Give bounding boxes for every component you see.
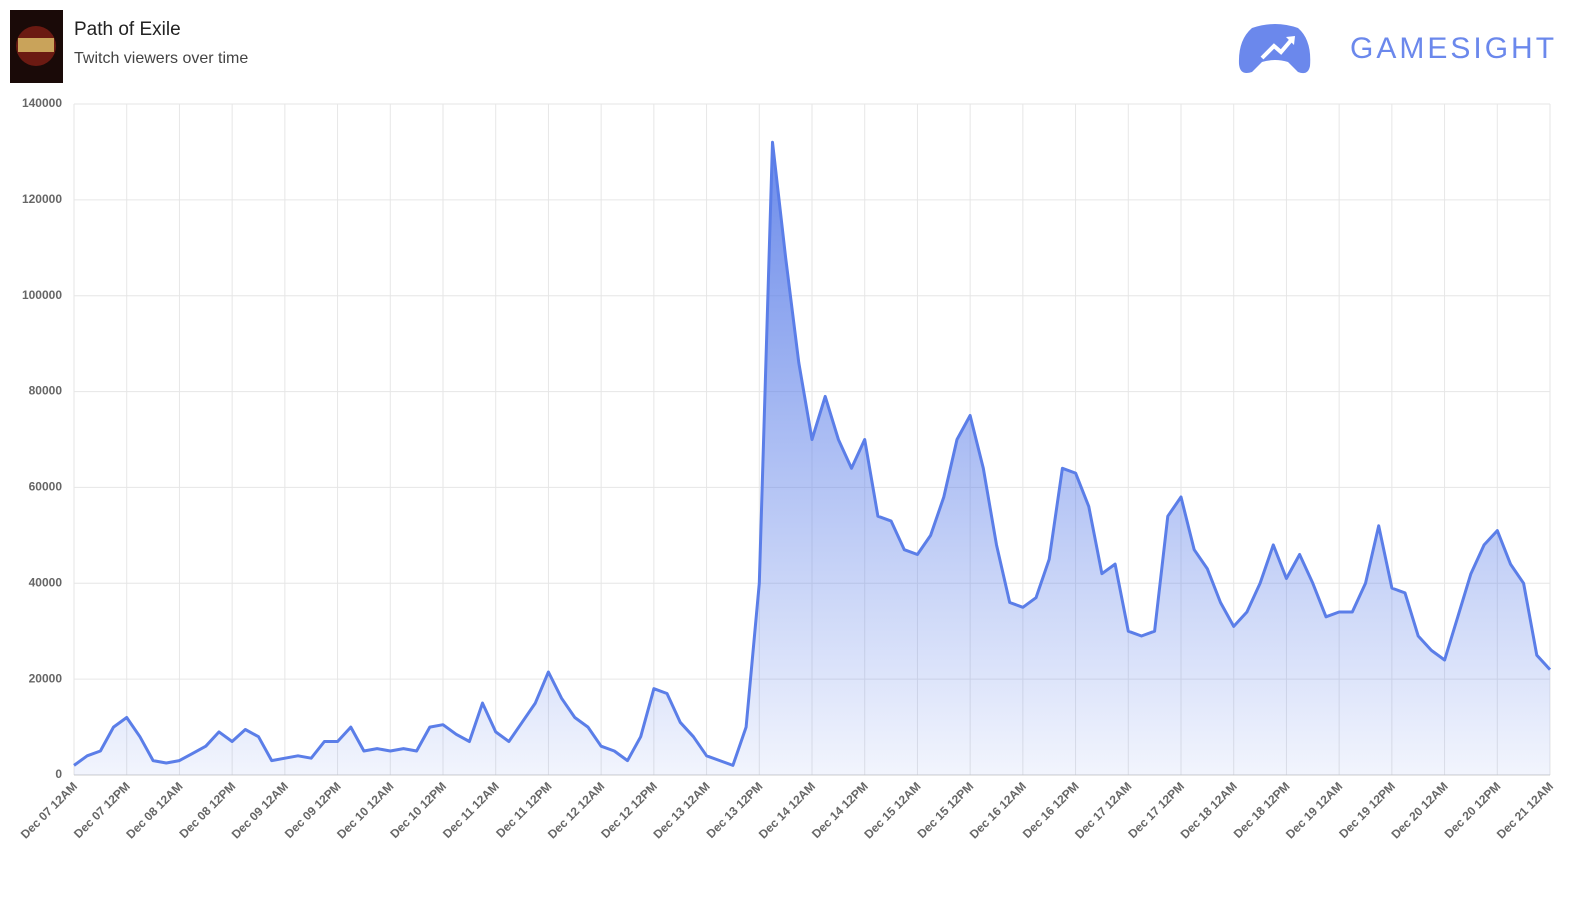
- y-tick-label: 0: [55, 767, 62, 781]
- y-tick-label: 60000: [29, 480, 63, 494]
- y-tick-label: 20000: [29, 671, 63, 685]
- y-tick-label: 140000: [22, 96, 62, 110]
- chart-subtitle: Twitch viewers over time: [74, 50, 248, 67]
- line: [73, 140, 1552, 767]
- area: [74, 142, 1550, 776]
- x-tick-label: Dec 11 12AM: [440, 779, 502, 841]
- chart-title: Path of Exile: [74, 19, 181, 40]
- y-tick-label: 120000: [22, 192, 62, 206]
- brand-logo: [1238, 24, 1311, 74]
- y-tick-label: 100000: [22, 288, 62, 302]
- x-tick-label: Dec 21 12AM: [1494, 779, 1556, 841]
- y-tick-label: 40000: [29, 575, 63, 589]
- brand-name: GAMESIGHT: [1350, 32, 1557, 65]
- game-logo: [10, 10, 63, 83]
- y-tick-label: 80000: [29, 384, 63, 398]
